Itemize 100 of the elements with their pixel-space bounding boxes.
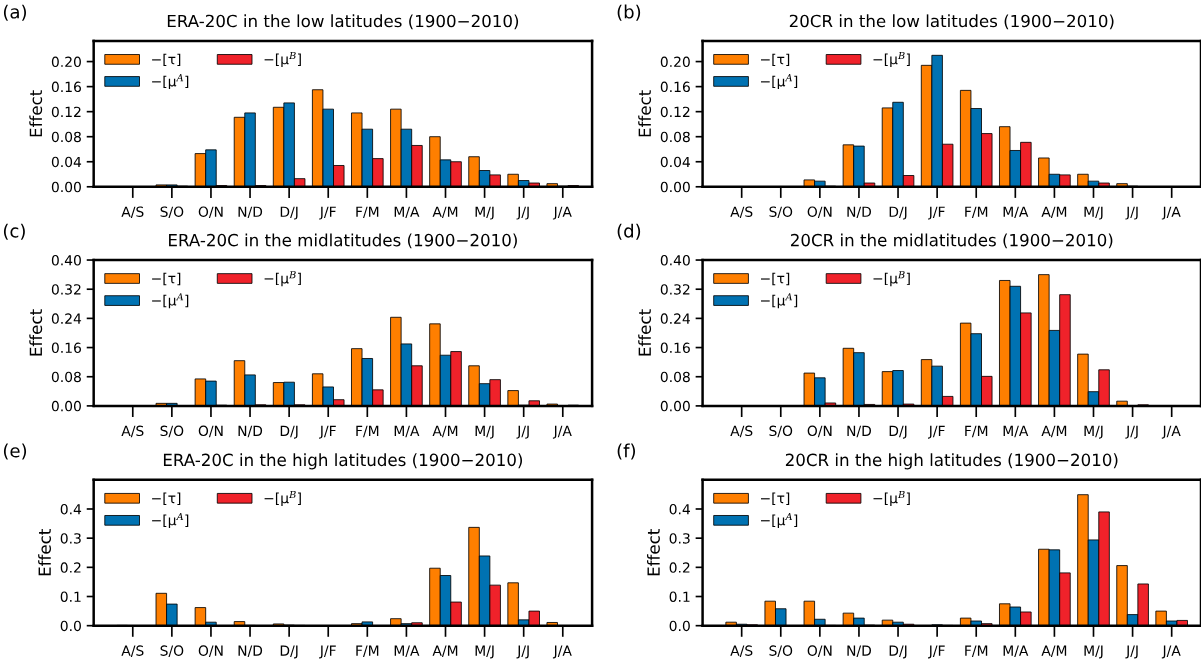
x-tick-label: F/M	[356, 206, 379, 219]
x-tick-label: M/A	[1003, 425, 1029, 438]
y-tick-label: 0.3	[669, 533, 690, 544]
x-tick-label: J/J	[1125, 425, 1138, 439]
x-tick-label: J/F	[928, 425, 945, 439]
y-axis-title: Effect	[38, 529, 51, 576]
x-tick-label: J/J	[516, 645, 529, 659]
x-tick-label: O/N	[198, 425, 223, 438]
y-tick-label: 0.1	[669, 591, 690, 602]
x-tick-label: N/D	[847, 206, 872, 219]
text: (a)	[3, 4, 26, 21]
x-tick-label: F/M	[356, 425, 379, 438]
x-tick-label: A/M	[1041, 425, 1067, 438]
text: (f)	[617, 443, 636, 460]
text: (b)	[617, 4, 641, 21]
y-tick-label: 0.00	[660, 181, 690, 193]
legend-label: −[μ$^{B}$]	[873, 271, 910, 287]
legend-label: −[μ$^{B}$]	[264, 271, 301, 287]
x-tick-label: J/F	[319, 425, 336, 439]
x-tick-label: N/D	[847, 645, 872, 657]
y-tick-label: 0.4	[60, 503, 82, 515]
x-tick-label: J/A	[552, 206, 572, 220]
chart-title: 20CR in the midlatitudes (1900−2010)	[791, 233, 1113, 249]
y-tick-label: 0.0	[669, 620, 690, 632]
x-tick-label: D/J	[889, 425, 907, 439]
y-tick-label: 0.12	[51, 106, 81, 118]
y-tick-label: 0.3	[60, 533, 81, 544]
y-tick-label: 0.32	[51, 284, 81, 295]
y-tick-label: 0.2	[60, 562, 81, 573]
x-tick-label: J/J	[516, 425, 529, 439]
x-tick-label: O/N	[198, 645, 223, 657]
x-tick-label: D/J	[889, 645, 907, 659]
x-tick-label: J/F	[928, 206, 945, 220]
x-tick-label: S/O	[769, 645, 793, 657]
x-tick-label: F/M	[965, 425, 988, 438]
x-tick-label: S/O	[769, 206, 793, 219]
x-tick-label: A/M	[432, 645, 458, 657]
x-tick-label: M/A	[394, 425, 420, 438]
y-tick-label: 0.00	[51, 400, 81, 412]
y-tick-label: 0.08	[51, 371, 81, 383]
x-tick-label: D/J	[889, 206, 907, 220]
y-tick-label: 0.16	[660, 81, 690, 93]
x-tick-label: O/N	[807, 206, 832, 219]
x-tick-label: N/D	[238, 425, 263, 438]
y-tick-label: 0.40	[51, 255, 81, 266]
x-tick-label: O/N	[807, 425, 832, 438]
legend-label: −[μ$^{B}$]	[873, 52, 910, 68]
x-tick-label: J/F	[319, 645, 336, 659]
legend-label: −[τ]	[761, 53, 790, 67]
y-tick-label: 0.04	[660, 156, 690, 168]
x-tick-label: A/S	[121, 425, 144, 438]
legend-label: −[μ$^{A}$]	[761, 74, 798, 90]
chart-title: ERA-20C in the low latitudes (1900−2010)	[167, 14, 519, 30]
chart-title: ERA-20C in the high latitudes (1900−2010)	[163, 453, 523, 470]
chart-title: 20CR in the high latitudes (1900−2010)	[785, 453, 1118, 470]
y-tick-label: 0.24	[51, 313, 82, 324]
x-tick-label: J/J	[516, 206, 529, 220]
x-tick-label: J/A	[552, 425, 572, 439]
y-axis-title: Effect	[638, 90, 652, 137]
x-tick-label: M/J	[1084, 425, 1103, 439]
x-tick-label: M/J	[475, 645, 494, 659]
x-tick-label: A/S	[730, 425, 753, 438]
y-tick-label: 0.04	[51, 156, 82, 168]
legend-label: −[μ$^{A}$]	[152, 74, 189, 90]
x-tick-label: M/J	[475, 206, 494, 220]
x-tick-label: D/J	[280, 645, 298, 659]
x-tick-label: A/M	[1041, 206, 1067, 219]
text: (c)	[3, 223, 25, 240]
y-axis-title: Effect	[638, 309, 652, 356]
legend-label: −[μ$^{A}$]	[152, 512, 189, 529]
x-tick-label: M/J	[1084, 206, 1103, 220]
legend-label: −[τ]	[761, 492, 790, 505]
y-tick-label: 0.32	[660, 284, 690, 295]
legend-label: −[μ$^{A}$]	[761, 512, 798, 529]
x-tick-label: J/F	[928, 645, 945, 659]
x-tick-label: J/A	[1161, 425, 1181, 439]
legend-label: −[μ$^{B}$]	[264, 52, 301, 68]
legend-label: −[τ]	[761, 272, 790, 286]
x-tick-label: J/J	[1125, 206, 1138, 220]
y-tick-label: 0.20	[660, 56, 690, 68]
x-tick-label: F/M	[356, 645, 379, 657]
x-tick-label: M/J	[475, 425, 494, 439]
y-tick-label: 0.00	[660, 400, 690, 412]
x-tick-label: N/D	[847, 425, 872, 438]
y-axis-title: Effect	[647, 529, 660, 576]
legend-label: −[μ$^{B}$]	[264, 490, 301, 506]
y-tick-label: 0.20	[51, 56, 81, 68]
y-tick-label: 0.08	[660, 371, 690, 383]
y-axis-title: Effect	[29, 90, 43, 137]
x-tick-label: M/A	[1003, 206, 1029, 219]
x-tick-label: A/M	[432, 425, 458, 438]
x-tick-label: S/O	[160, 645, 184, 657]
y-tick-label: 0.08	[51, 131, 81, 143]
x-tick-label: J/A	[552, 645, 572, 659]
x-tick-label: F/M	[965, 206, 988, 219]
x-tick-label: J/F	[319, 206, 336, 220]
legend-label: −[μ$^{B}$]	[873, 490, 910, 506]
chart-title: 20CR in the low latitudes (1900−2010)	[789, 14, 1114, 30]
y-tick-label: 0.08	[660, 131, 690, 143]
legend-label: −[μ$^{A}$]	[761, 293, 798, 309]
